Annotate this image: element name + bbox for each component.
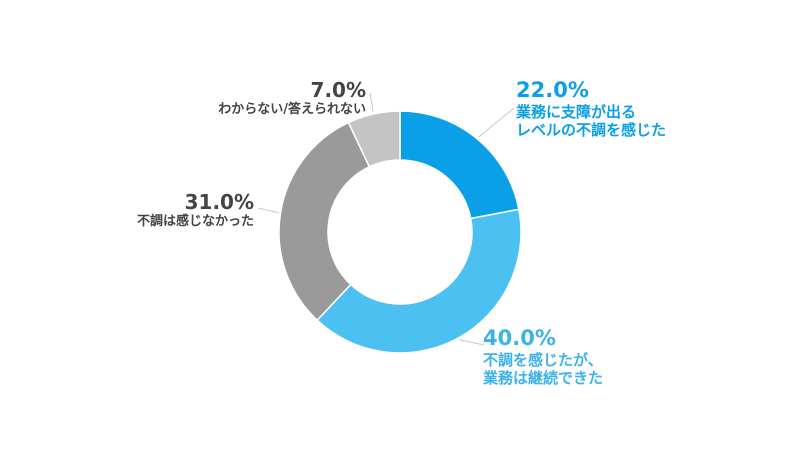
label-no-discomfort-pct: 31.0%	[184, 190, 254, 214]
label-unknown-line1: わからない/答えられない	[218, 102, 366, 117]
slice-severe-impact	[399, 110, 520, 220]
label-no-discomfort-line1: 不調は感じなかった	[136, 214, 254, 229]
leader-continued-work	[459, 339, 485, 346]
label-no-discomfort: 31.0% 不調は感じなかった	[100, 190, 254, 230]
label-severe-impact-line1: 業務に支障が出る	[516, 103, 637, 122]
label-unknown: 7.0% わからない/答えられない	[166, 78, 366, 118]
leader-severe-impact	[478, 107, 515, 138]
label-severe-impact-pct: 22.0%	[516, 78, 589, 102]
slice-no-discomfort	[278, 121, 371, 322]
slice-continued-work	[316, 208, 522, 354]
label-continued-work-pct: 40.0%	[483, 326, 556, 350]
slice-unknown	[347, 110, 401, 168]
label-severe-impact: 22.0% 業務に支障が出る レベルの不調を感じた	[516, 78, 666, 139]
label-continued-work-line1: 不調を感じたが、	[483, 351, 603, 370]
leader-unknown	[369, 92, 374, 113]
label-unknown-pct: 7.0%	[310, 78, 366, 102]
label-continued-work-line2: 業務は継続できた	[483, 369, 604, 388]
label-severe-impact-line2: レベルの不調を感じた	[516, 121, 667, 140]
leader-no-discomfort	[257, 207, 279, 214]
label-continued-work: 40.0% 不調を感じたが、 業務は継続できた	[483, 326, 603, 387]
